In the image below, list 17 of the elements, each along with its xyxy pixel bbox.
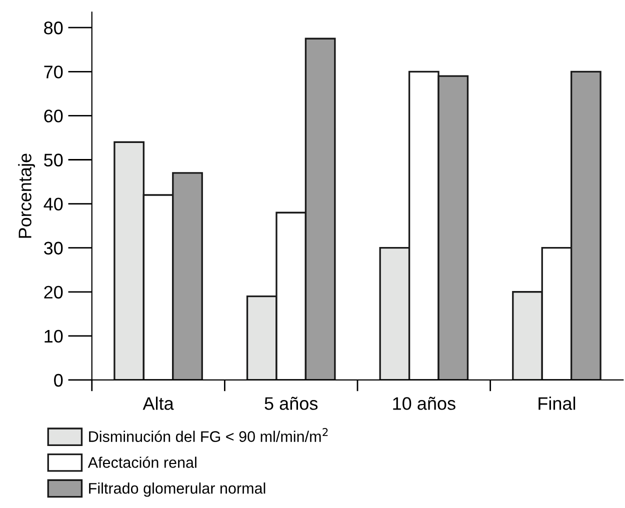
legend-label: Disminución del FG < 90 ml/min/m$^{2}$ [89, 428, 328, 442]
y-axis-title: Porcentaje [18, 154, 35, 238]
y-tick-label: 10 [44, 330, 63, 343]
y-tick-label: 50 [44, 154, 63, 166]
y-tick-label: 0 [54, 374, 63, 387]
y-tick-label: 80 [44, 22, 63, 34]
y-tick-label: 70 [44, 66, 63, 78]
x-tick-label: 10 años [393, 396, 456, 410]
x-tick-label: Final [538, 396, 576, 410]
x-tick-label: Alta [142, 396, 174, 410]
y-tick-label: 20 [44, 286, 63, 299]
x-tick-label: 5 años [264, 396, 318, 410]
legend-label: Afectación renal [88, 456, 196, 468]
y-tick-label: 60 [44, 110, 63, 122]
y-tick-label: 30 [44, 242, 63, 255]
y-tick-label: 40 [44, 198, 63, 211]
legend-label: Filtrado glomerular normal [89, 482, 266, 497]
